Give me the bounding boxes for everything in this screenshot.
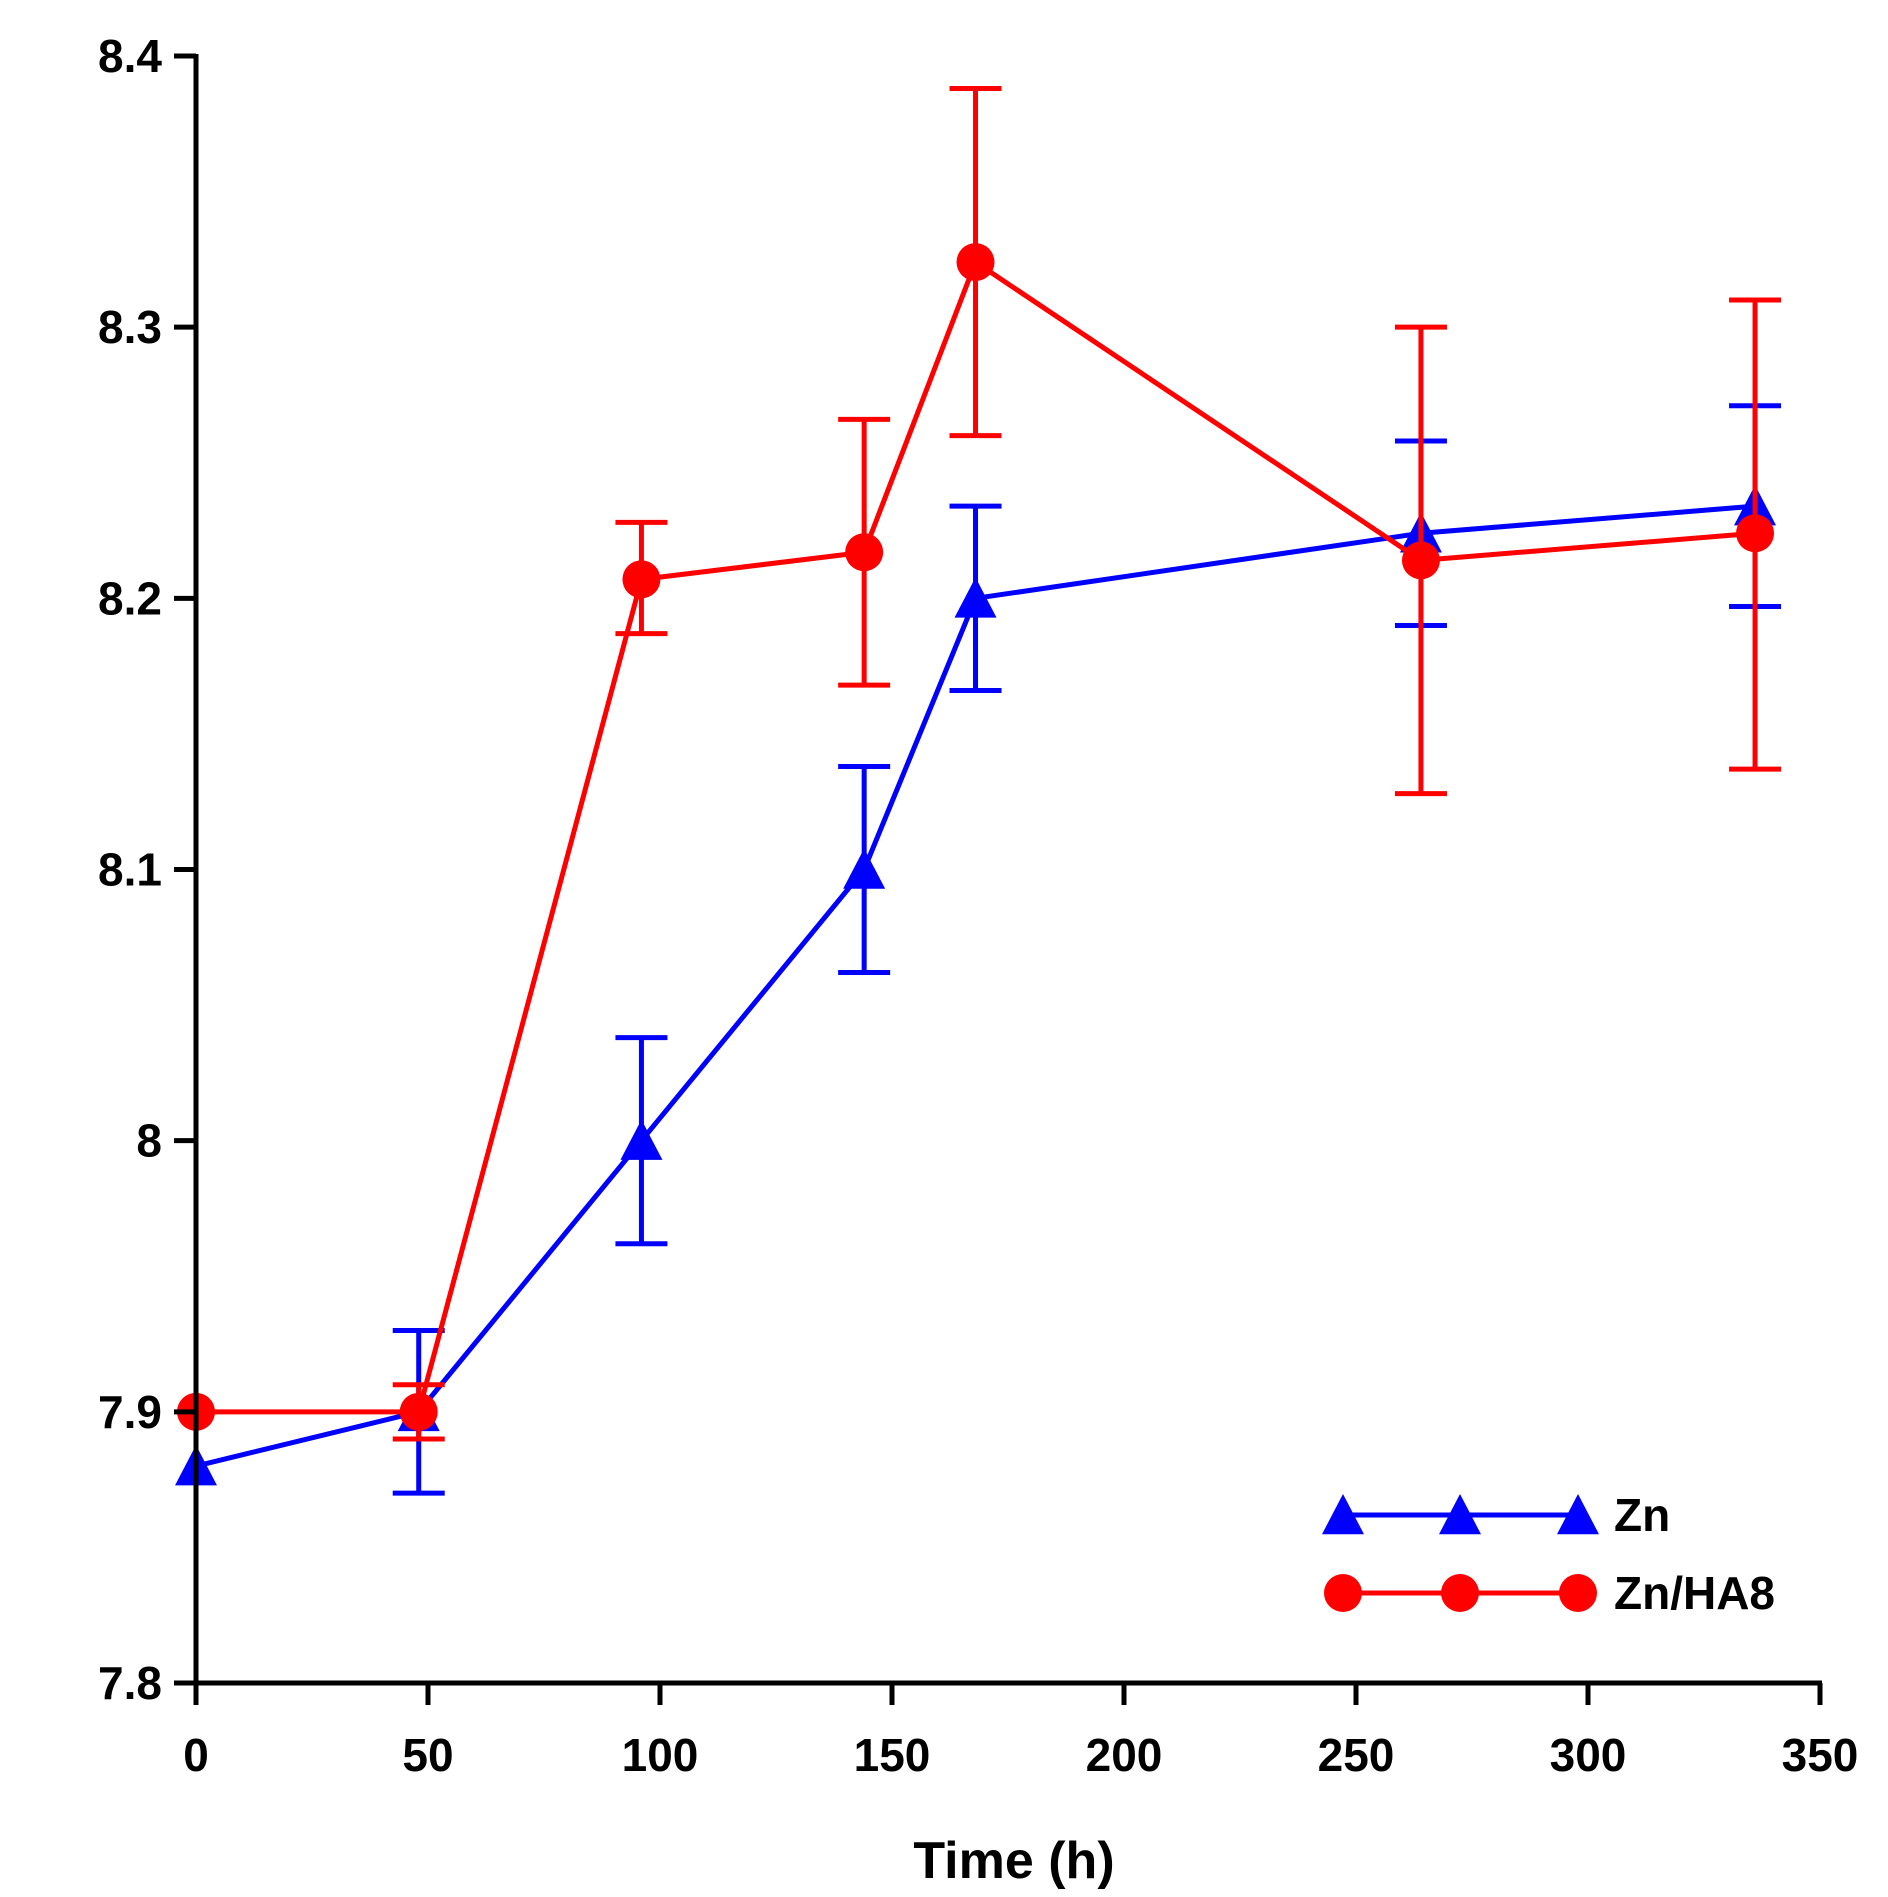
y-tick-label: 8 [136, 1115, 162, 1167]
legend-label: Zn/HA8 [1614, 1567, 1775, 1619]
data-point [956, 243, 995, 282]
x-tick-label: 0 [183, 1729, 209, 1781]
data-point [620, 1119, 663, 1160]
data-point [1736, 514, 1775, 553]
series-zn [175, 403, 1782, 1496]
plot-area [175, 86, 1782, 1496]
legend: Zn Zn/HA8 [1322, 1489, 1775, 1619]
x-tick-label: 50 [402, 1729, 453, 1781]
y-tick-label: 8.2 [98, 572, 162, 624]
legend-marker [1557, 1494, 1599, 1535]
y-tick-label: 7.8 [98, 1657, 162, 1709]
x-tick-label: 350 [1782, 1729, 1859, 1781]
axes: 7.8 7.9 8 8.1 8.2 8.3 8.4 0 50 100 150 200 250 300 350… [98, 30, 1858, 1890]
data-point [845, 533, 884, 572]
y-tick-label: 8.1 [98, 844, 162, 896]
legend-item: Zn/HA8 [1324, 1567, 1775, 1619]
legend-item: Zn [1322, 1489, 1670, 1541]
x-tick-label: 150 [854, 1729, 931, 1781]
x-tick-label: 250 [1318, 1729, 1395, 1781]
legend-marker [1441, 1574, 1479, 1612]
x-tick-label: 300 [1550, 1729, 1627, 1781]
legend-marker [1324, 1574, 1362, 1612]
data-point [1401, 541, 1440, 580]
x-tick-label: 100 [622, 1729, 699, 1781]
data-point [399, 1392, 438, 1431]
data-point [843, 848, 886, 889]
y-tick-label: 7.9 [98, 1386, 162, 1438]
x-tick-label: 200 [1086, 1729, 1163, 1781]
y-tick-label: 8.4 [98, 30, 162, 82]
legend-marker [1322, 1494, 1364, 1535]
legend-marker [1559, 1574, 1597, 1612]
data-point [954, 577, 997, 618]
data-point [622, 560, 661, 599]
series-zn-ha8 [177, 86, 1782, 1442]
x-axis-title: Time (h) [913, 1832, 1114, 1890]
legend-marker [1439, 1494, 1481, 1535]
y-tick-label: 8.3 [98, 301, 162, 353]
legend-label: Zn [1614, 1489, 1670, 1541]
